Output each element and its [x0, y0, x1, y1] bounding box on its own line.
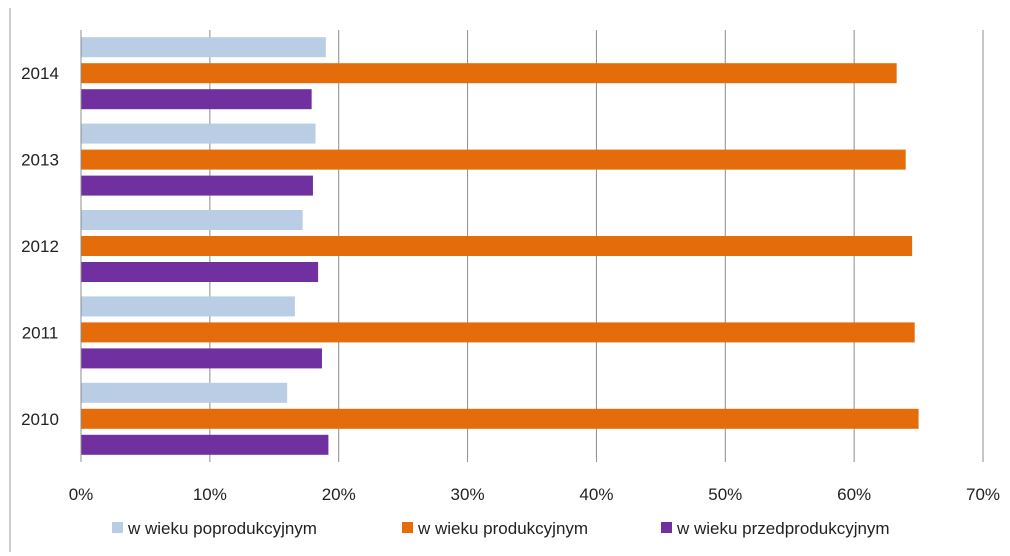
legend-item: w wieku przedprodukcyjnym: [661, 519, 890, 538]
y-tick-label: 2011: [22, 323, 59, 342]
axes: 2010 2011 2012 2013 2014 0% 10% 20% 30% 40% 50% 60%…: [21, 30, 1000, 504]
bar: [81, 322, 915, 343]
x-tick-label: 20%: [322, 485, 356, 504]
x-tick-label: 50%: [708, 485, 742, 504]
bar: [81, 175, 313, 196]
bars: [81, 37, 919, 455]
bar: [81, 434, 329, 455]
y-tick-label: 2013: [21, 151, 59, 170]
bar: [81, 63, 897, 84]
legend-label: w wieku poprodukcyjnym: [127, 519, 317, 538]
bar: [81, 408, 919, 429]
x-tick-label: 40%: [579, 485, 613, 504]
legend-swatch: [661, 522, 672, 533]
y-tick-label: 2010: [21, 410, 59, 429]
x-tick-label: 60%: [837, 485, 871, 504]
bar: [81, 262, 319, 282]
legend-label: w wieku przedprodukcyjnym: [676, 519, 890, 538]
bar: [81, 89, 312, 110]
y-tick-label: 2012: [21, 237, 59, 256]
bar: [81, 382, 288, 403]
x-tick-label: 0%: [69, 485, 94, 504]
bar: [81, 210, 303, 230]
legend-swatch: [112, 522, 123, 533]
x-tick-label: 30%: [451, 485, 485, 504]
legend-label: w wieku produkcyjnym: [417, 519, 588, 538]
bar: [81, 348, 322, 369]
legend-item: w wieku produkcyjnym: [402, 519, 588, 538]
bar: [81, 296, 295, 317]
bar: [81, 37, 326, 58]
bar: [81, 149, 906, 170]
x-tick-label: 70%: [966, 485, 1000, 504]
y-tick-label: 2014: [21, 64, 59, 83]
legend: w wieku poprodukcyjnym w wieku produkcyjn…: [112, 519, 890, 538]
bar: [81, 236, 913, 256]
legend-swatch: [402, 522, 413, 533]
bar: [81, 123, 316, 144]
x-tick-label: 10%: [193, 485, 227, 504]
legend-item: w wieku poprodukcyjnym: [112, 519, 317, 538]
